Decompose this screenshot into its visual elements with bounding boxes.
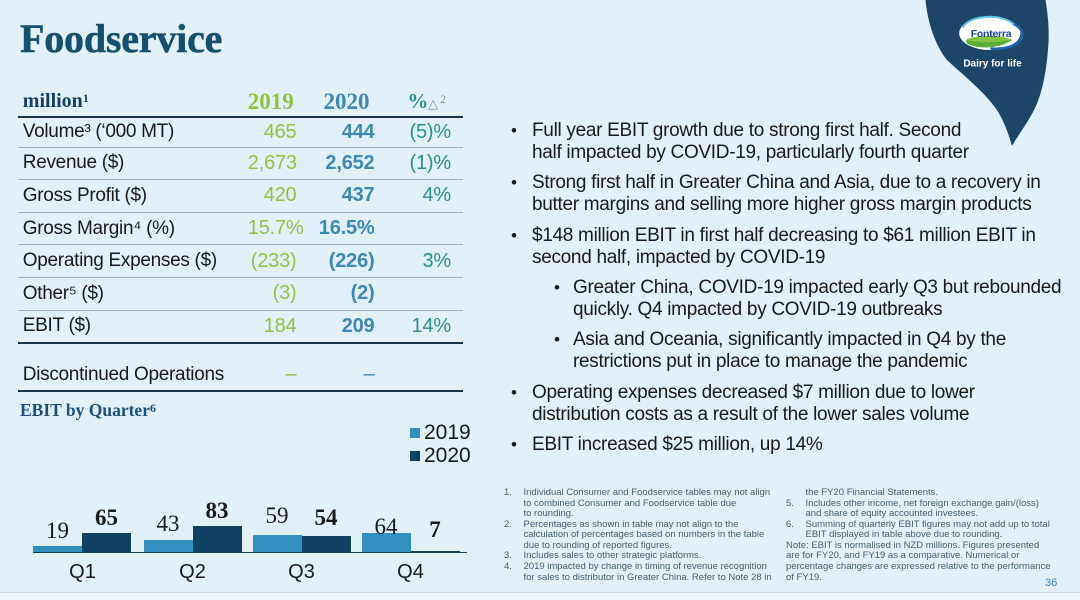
svg-text:Fonterra: Fonterra — [971, 28, 1012, 40]
svg-text:Dairy for life: Dairy for life — [963, 59, 1022, 70]
